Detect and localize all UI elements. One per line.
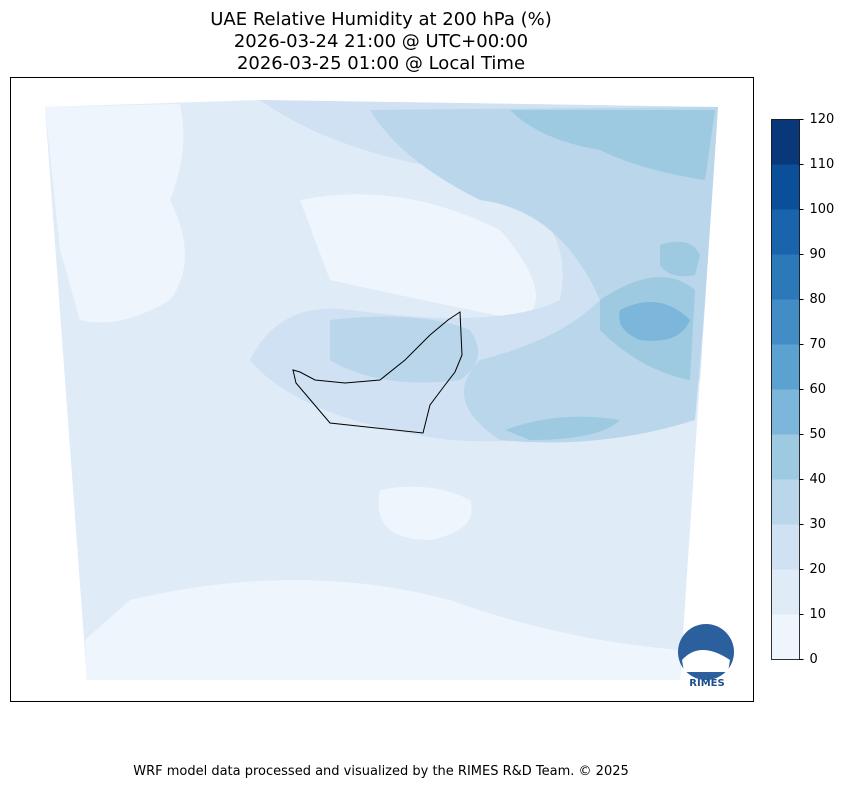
colorbar-tick-label: 100 (810, 202, 835, 217)
logo-wave (682, 650, 730, 672)
colorbar-segment (771, 389, 800, 435)
colorbar-tick-label: 40 (810, 472, 827, 487)
humidity-field (619, 302, 690, 341)
colorbar-segment (771, 569, 800, 615)
colorbar-segment (771, 479, 800, 525)
colorbar-tick-label: 110 (810, 157, 835, 172)
title-line: 2026-03-25 01:00 @ Local Time (237, 53, 525, 74)
country-outline (292, 311, 463, 434)
colorbar-frame (771, 119, 800, 660)
map (45, 100, 718, 680)
humidity-field (505, 416, 620, 440)
colorbar-tick-label: 30 (810, 517, 827, 532)
humidity-field (45, 104, 185, 323)
colorbar-tick-label: 20 (810, 562, 827, 577)
colorbar-segment (771, 434, 800, 480)
colorbar-segment (771, 614, 800, 660)
colorbar-segment (771, 209, 800, 255)
colorbar-tick-label: 60 (810, 382, 827, 397)
colorbar-segment (771, 344, 800, 390)
humidity-field (510, 110, 715, 180)
colorbar-tick-label: 50 (810, 427, 827, 442)
colorbar-segment (771, 119, 800, 165)
colorbar-tick-label: 90 (810, 247, 827, 262)
colorbar-tick-label: 70 (810, 337, 827, 352)
humidity-field (300, 194, 536, 320)
colorbar-segment (771, 254, 800, 300)
title-line: UAE Relative Humidity at 200 hPa (%) (210, 9, 551, 30)
humidity-field (378, 486, 472, 540)
colorbar: 0 10 20 30 40 50 60 70 80 90 100 110 120 (771, 112, 835, 667)
humidity-field (370, 107, 718, 443)
colorbar-segment (771, 524, 800, 570)
colorbar-segment (771, 164, 800, 210)
colorbar-tick-label: 0 (810, 652, 818, 667)
colorbar-tick-label: 120 (810, 112, 835, 127)
title-line: 2026-03-24 21:00 @ UTC+00:00 (234, 31, 528, 52)
colorbar-tick-label: 80 (810, 292, 827, 307)
colorbar-tick-label: 10 (810, 607, 827, 622)
logo-text: RIMES (689, 678, 724, 689)
humidity-field (660, 241, 700, 277)
footer: WRF model data processed and visualized … (133, 764, 629, 779)
colorbar-segment (771, 299, 800, 345)
logo: RIMES (678, 624, 734, 689)
humidity-field (85, 580, 680, 680)
humidity-field (330, 316, 478, 383)
